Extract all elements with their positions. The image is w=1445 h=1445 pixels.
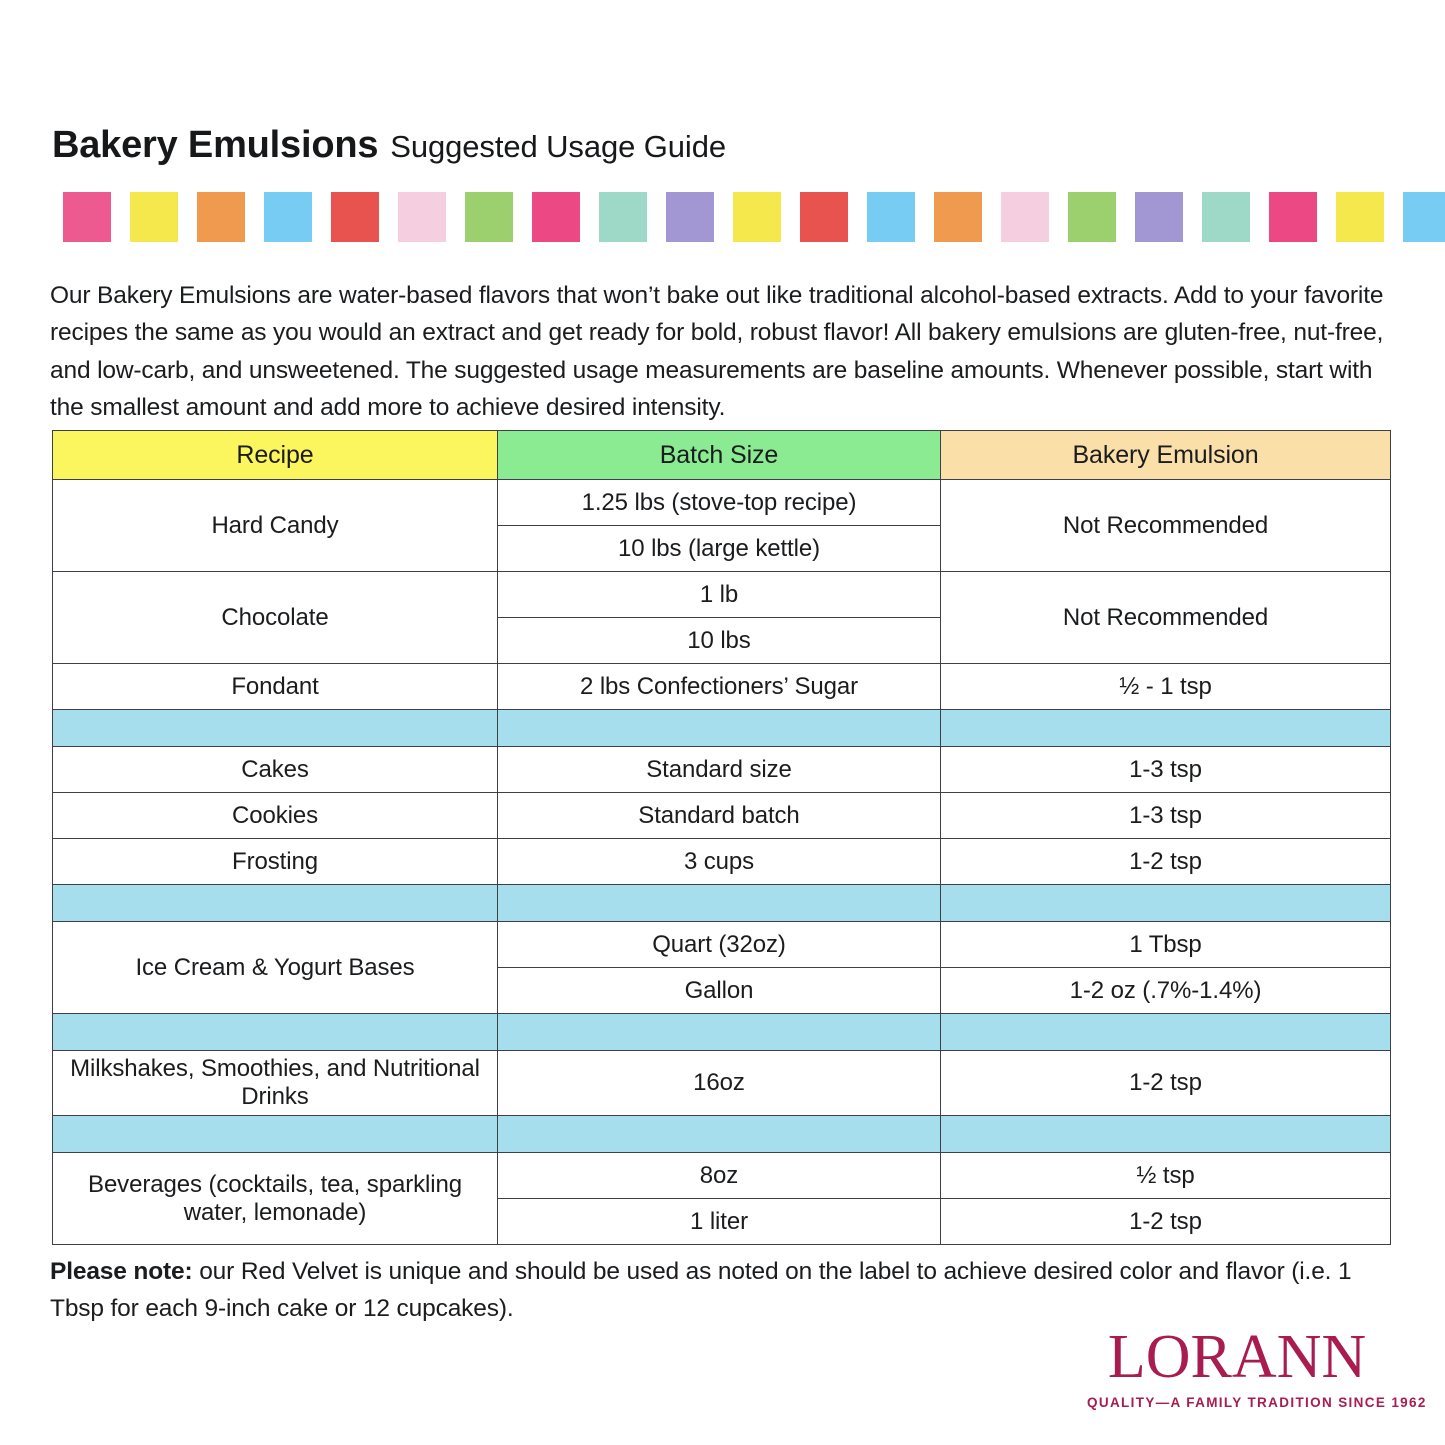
spacer-cell: [940, 1115, 1391, 1153]
page-title: Bakery Emulsions Suggested Usage Guide: [52, 124, 726, 167]
color-swatch: [666, 192, 714, 242]
cell-recipe: Cookies: [52, 792, 498, 839]
cell-bakery-emulsion: 1-2 oz (.7%-1.4%): [940, 967, 1391, 1014]
cell-batch-size: 3 cups: [497, 838, 941, 885]
column-header-recipe: Recipe: [52, 430, 498, 480]
cell-bakery-emulsion: 1-3 tsp: [940, 792, 1391, 839]
cell-batch-size: 10 lbs: [497, 617, 941, 664]
color-swatch: [1135, 192, 1183, 242]
color-swatch: [1001, 192, 1049, 242]
cell-batch-size: 10 lbs (large kettle): [497, 525, 941, 572]
color-swatch: [733, 192, 781, 242]
cell-bakery-emulsion: 1-3 tsp: [940, 746, 1391, 793]
table-row: Cakes Standard size 1-3 tsp: [52, 746, 1391, 793]
table-row: 10 lbs: [53, 617, 1391, 664]
cell-batch-size: 1 liter: [497, 1198, 941, 1245]
table-spacer-row: [52, 1013, 1391, 1051]
table-row: Cookies Standard batch 1-3 tsp: [52, 792, 1391, 839]
color-swatch: [1202, 192, 1250, 242]
title-secondary: Suggested Usage Guide: [390, 129, 726, 164]
table-row: Chocolate 1 lb Not Recommended: [52, 571, 1391, 664]
color-swatch: [398, 192, 446, 242]
color-swatch: [264, 192, 312, 242]
cell-bakery-emulsion: 1 Tbsp: [940, 921, 1391, 968]
cell-batch-size: 16oz: [497, 1050, 941, 1116]
spacer-cell: [497, 1115, 941, 1153]
cell-batch-size: 1.25 lbs (stove-top recipe): [497, 479, 941, 526]
spacer-cell: [497, 1013, 941, 1051]
cell-bakery-emulsion: ½ - 1 tsp: [940, 663, 1391, 710]
table-row: 1 liter 1-2 tsp: [53, 1198, 1391, 1245]
cell-batch-size: 8oz: [497, 1152, 941, 1199]
color-swatch: [197, 192, 245, 242]
logo-tagline: QUALITY—A FAMILY TRADITION SINCE 1962: [1087, 1395, 1427, 1410]
please-note-label: Please note:: [50, 1257, 193, 1285]
spacer-cell: [497, 709, 941, 747]
cell-recipe: Hard Candy: [52, 479, 498, 572]
cell-recipe: Ice Cream & Yogurt Bases: [52, 921, 498, 1014]
table-row: Frosting 3 cups 1-2 tsp: [52, 838, 1391, 885]
color-swatch: [867, 192, 915, 242]
spacer-cell: [52, 1115, 498, 1153]
please-note-text: our Red Velvet is unique and should be u…: [50, 1257, 1352, 1323]
spacer-cell: [52, 884, 498, 922]
color-swatch: [800, 192, 848, 242]
color-swatch: [465, 192, 513, 242]
spacer-cell: [52, 709, 498, 747]
table-row: Beverages (cocktails, tea, sparkling wat…: [52, 1152, 1391, 1245]
color-swatch: [1068, 192, 1116, 242]
spacer-cell: [940, 709, 1391, 747]
lorann-logo: LORANN QUALITY—A FAMILY TRADITION SINCE …: [1087, 1323, 1427, 1410]
cell-batch-size: Quart (32oz): [497, 921, 941, 968]
color-swatch: [934, 192, 982, 242]
color-swatch: [1336, 192, 1384, 242]
cell-recipe: Beverages (cocktails, tea, sparkling wat…: [52, 1152, 498, 1245]
cell-bakery-emulsion: 1-2 tsp: [940, 1198, 1391, 1245]
color-swatch-strip: [63, 192, 1445, 242]
color-swatch: [599, 192, 647, 242]
cell-bakery-emulsion: 1-2 tsp: [940, 838, 1391, 885]
cell-batch-size: 1 lb: [497, 571, 941, 618]
spacer-cell: [52, 1013, 498, 1051]
cell-batch-size: 2 lbs Confectioners’ Sugar: [497, 663, 941, 710]
table-spacer-row: [52, 1115, 1391, 1153]
cell-recipe: Frosting: [52, 838, 498, 885]
cell-bakery-emulsion: Not Recommended: [940, 571, 1391, 664]
cell-recipe: Fondant: [52, 663, 498, 710]
table-row: Hard Candy 1.25 lbs (stove-top recipe) Not…: [52, 479, 1391, 572]
table-row: Milkshakes, Smoothies, and Nutritional D…: [52, 1050, 1391, 1116]
color-swatch: [130, 192, 178, 242]
suggested-usage-table: Recipe Batch Size Bakery Emulsion Hard C…: [52, 430, 1391, 1245]
table-row: Fondant 2 lbs Confectioners’ Sugar ½ - 1 t…: [52, 663, 1391, 710]
color-swatch: [1403, 192, 1445, 242]
table-row: 10 lbs (large kettle): [53, 525, 1391, 572]
color-swatch: [331, 192, 379, 242]
column-header-bakery-emulsion: Bakery Emulsion: [940, 430, 1391, 480]
cell-recipe: Milkshakes, Smoothies, and Nutritional D…: [52, 1050, 498, 1116]
title-primary: Bakery Emulsions: [52, 124, 379, 166]
cell-batch-size: Gallon: [497, 967, 941, 1014]
cell-bakery-emulsion: 1-2 tsp: [940, 1050, 1391, 1116]
cell-batch-size: Standard batch: [497, 792, 941, 839]
cell-bakery-emulsion: Not Recommended: [940, 479, 1391, 572]
color-swatch: [63, 192, 111, 242]
color-swatch: [1269, 192, 1317, 242]
color-swatch: [532, 192, 580, 242]
cell-recipe: Chocolate: [52, 571, 498, 664]
table-spacer-row: [52, 709, 1391, 747]
cell-batch-size: Standard size: [497, 746, 941, 793]
logo-wordmark: LORANN: [1107, 1323, 1367, 1391]
cell-bakery-emulsion: ½ tsp: [940, 1152, 1391, 1199]
table-row: Ice Cream & Yogurt Bases Quart (32oz) 1 Tb…: [52, 921, 1391, 1014]
cell-recipe: Cakes: [52, 746, 498, 793]
table-header-row: Recipe Batch Size Bakery Emulsion: [52, 430, 1391, 480]
spacer-cell: [940, 1013, 1391, 1051]
column-header-batch-size: Batch Size: [497, 430, 941, 480]
intro-paragraph: Our Bakery Emulsions are water-based fla…: [50, 281, 1384, 422]
spacer-cell: [940, 884, 1391, 922]
table-spacer-row: [52, 884, 1391, 922]
spacer-cell: [497, 884, 941, 922]
please-note-paragraph: Please note: our Red Velvet is unique an…: [50, 1253, 1390, 1328]
